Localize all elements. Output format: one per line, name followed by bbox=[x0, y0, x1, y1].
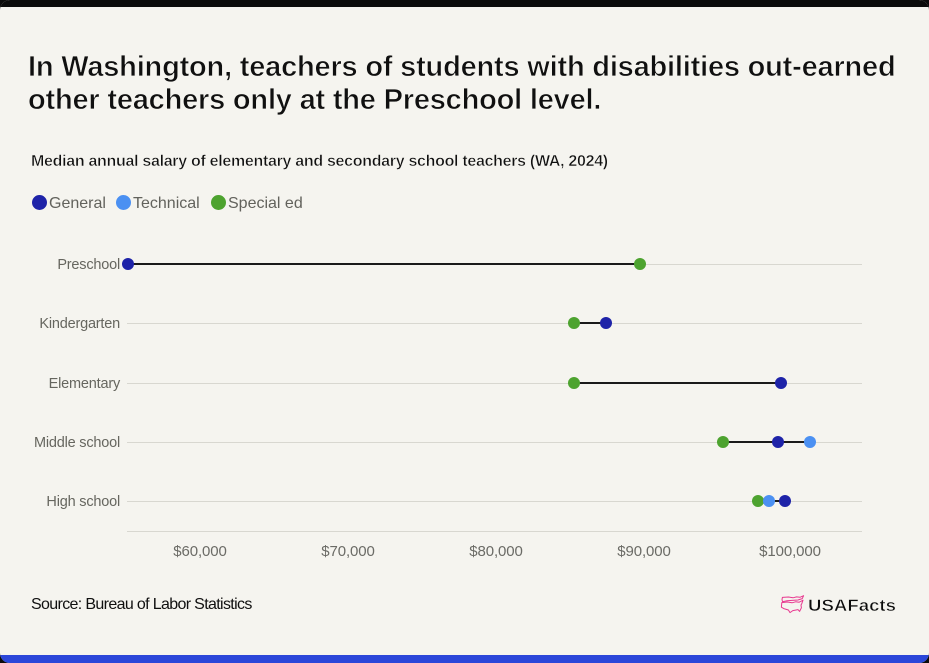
svg-text:USAFacts: USAFacts bbox=[808, 597, 896, 615]
